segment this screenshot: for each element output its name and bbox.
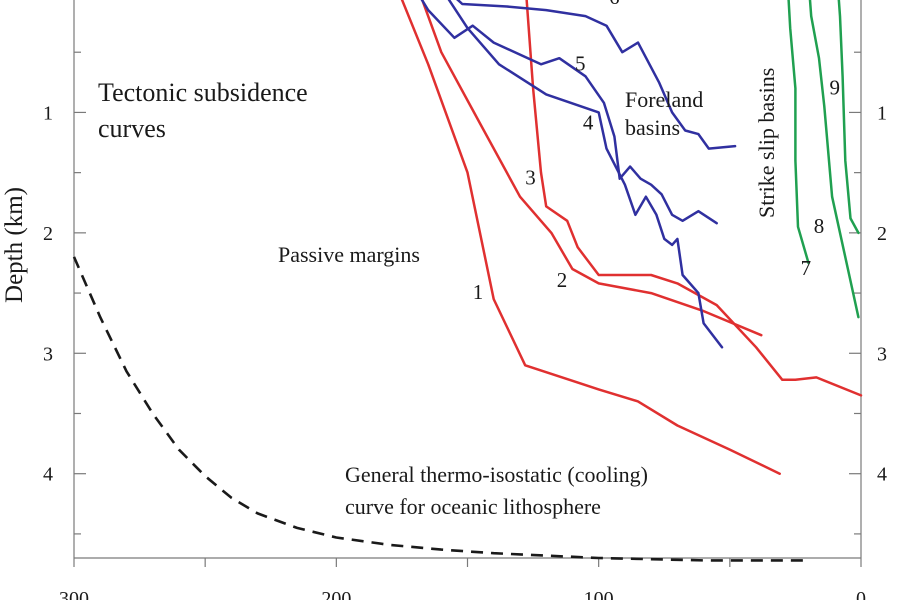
series-number-labels: 1 2 3 4 5 6 78 9	[473, 0, 840, 304]
series-line-foreland-4	[447, 0, 724, 349]
series-number-label: 4	[583, 110, 594, 134]
y-tick-label-left: 0	[43, 0, 53, 4]
y-tick-label-right: 2	[877, 223, 887, 245]
series-line-foreland-6	[456, 0, 737, 150]
annotation-cooling-line1: General thermo-isostatic (cooling)	[345, 462, 648, 487]
y-tick-label-right: 3	[877, 343, 887, 365]
series-line-strike-8	[808, 0, 860, 319]
annotation-foreland-line1: Foreland	[625, 87, 703, 112]
y-tick-label-right: 1	[877, 102, 887, 124]
annotation-tectonic-subsidence: Tectonic subsidence curves	[98, 78, 314, 143]
series-number-label: 5	[575, 51, 586, 75]
series-number-label: 6	[609, 0, 620, 9]
annotation-foreland-basins: Foreland basins	[625, 87, 709, 140]
annotation-cooling-line2: curve for oceanic lithosphere	[345, 494, 601, 519]
series-line-passive-1	[400, 0, 781, 475]
annotation-cooling-curve: General thermo-isostatic (cooling) curve…	[345, 462, 654, 519]
chart-axes: 300 200 100 0 0 0 1 1 2 2 3 3 4 4	[43, 0, 887, 600]
y-tick-label-left: 1	[43, 102, 53, 124]
series-lines	[72, 0, 863, 562]
series-number-label: 7	[801, 256, 812, 280]
x-tick-label: 300	[59, 588, 89, 600]
series-line-passive-3	[525, 0, 863, 397]
series-number-label: 8	[814, 214, 825, 238]
x-tick-label: 100	[584, 588, 614, 600]
series-number-label: 9	[830, 75, 841, 99]
cooling-curve-line	[72, 256, 809, 562]
series-line-passive-2	[420, 0, 763, 337]
y-axis-label: Depth (km)	[1, 187, 28, 303]
series-number-label: 3	[525, 166, 536, 190]
series-line-strike-7	[787, 0, 810, 265]
x-tick-label: 200	[321, 588, 351, 600]
series-line-foreland-5	[420, 0, 718, 225]
annotation-passive-margins: Passive margins	[278, 242, 420, 267]
annotation-foreland-line2: basins	[625, 115, 680, 140]
y-tick-label-left: 3	[43, 343, 53, 365]
y-tick-label-right: 4	[877, 464, 887, 486]
x-tick-label: 0	[856, 588, 866, 600]
series-number-label: 1	[473, 280, 484, 304]
y-tick-label-left: 2	[43, 223, 53, 245]
annotation-tectonic-line1: Tectonic subsidence	[98, 78, 308, 107]
annotation-strike-slip-basins: Strike slip basins	[754, 68, 779, 218]
annotation-tectonic-line2: curves	[98, 114, 166, 143]
y-tick-label-left: 4	[43, 464, 53, 486]
series-number-label: 2	[557, 268, 568, 292]
y-tick-label-right: 0	[877, 0, 887, 4]
series-line-strike-9	[837, 0, 860, 235]
